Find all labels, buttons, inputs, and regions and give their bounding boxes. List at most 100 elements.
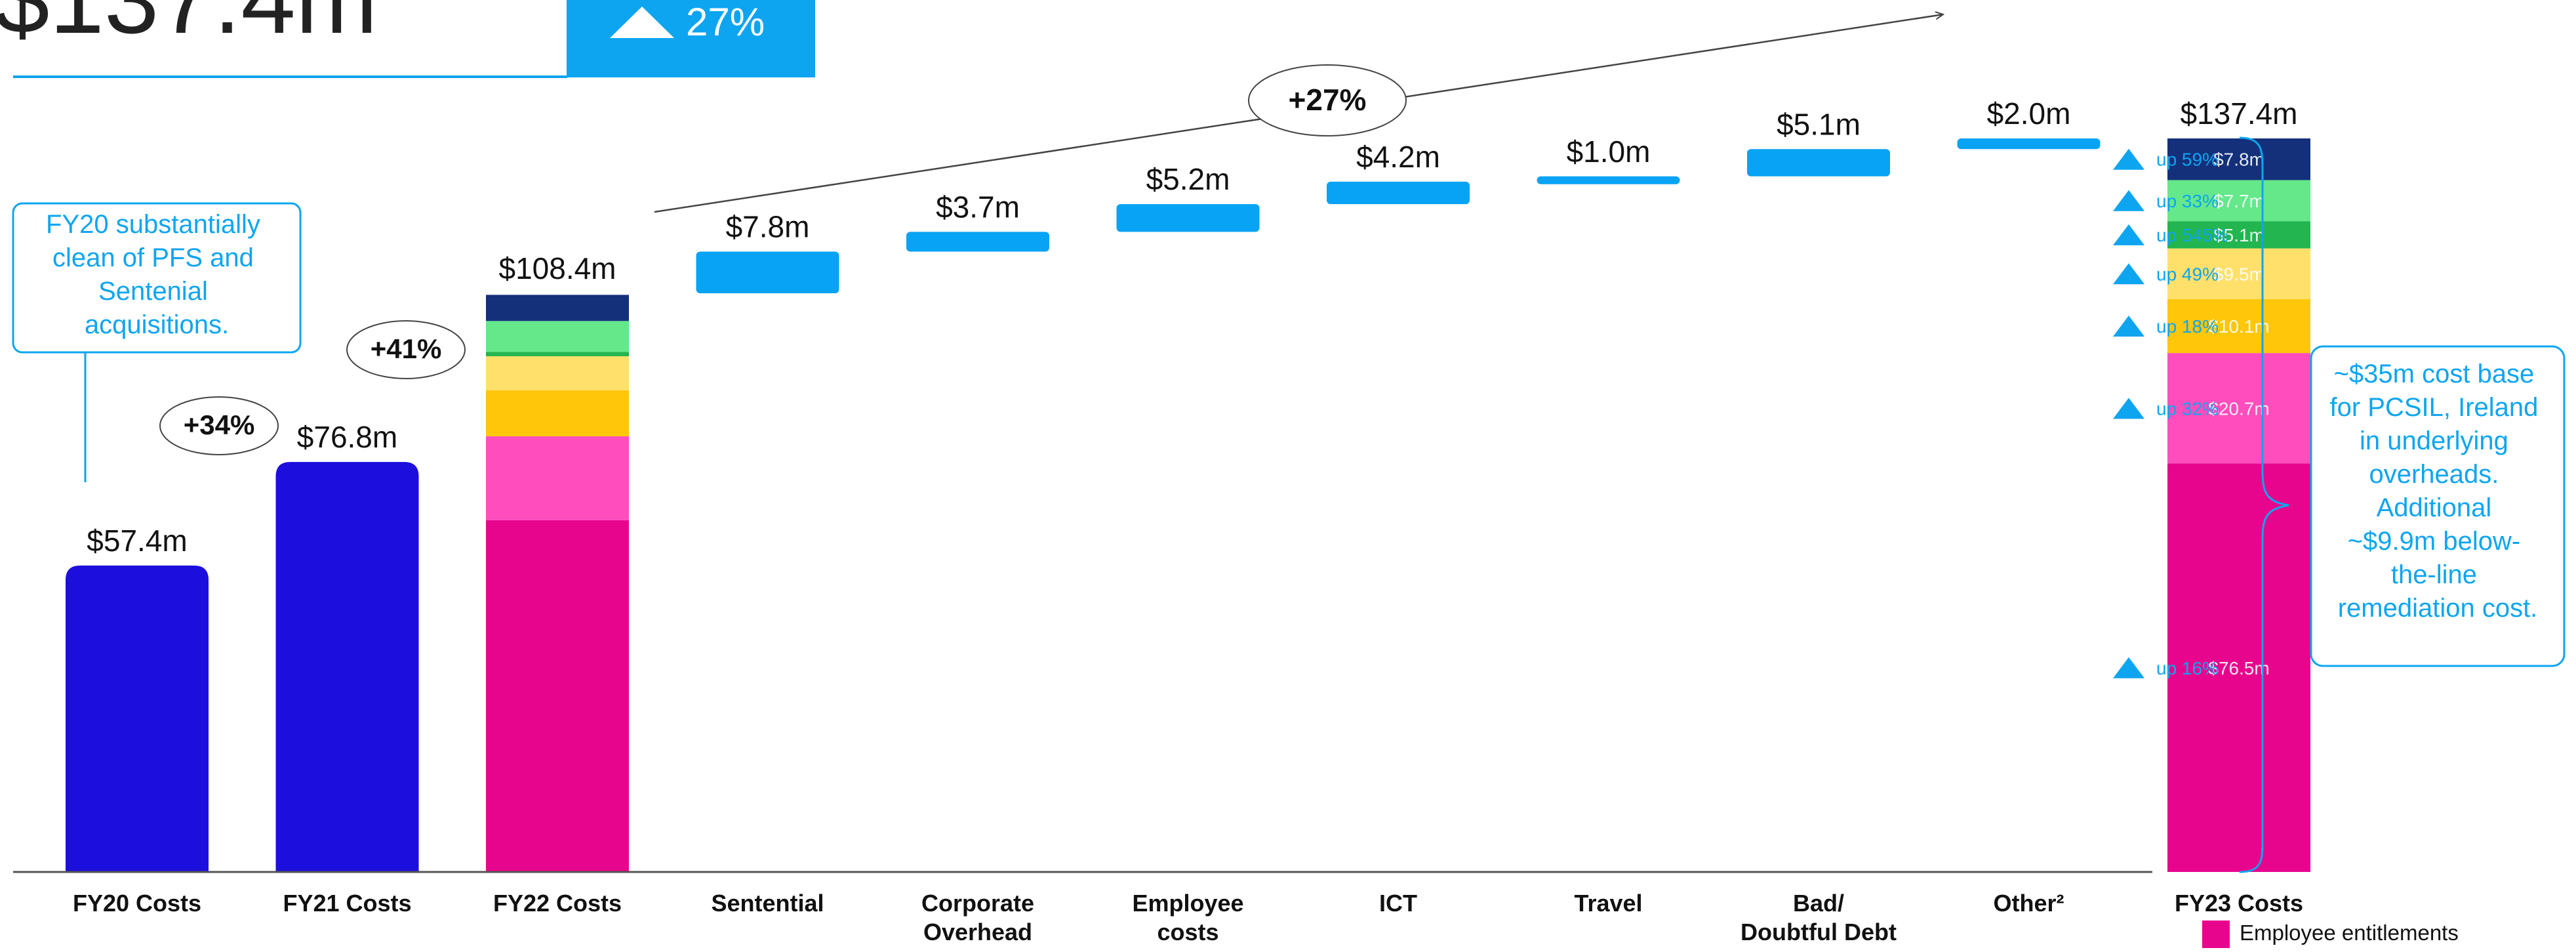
bar-value-label: $5.1m bbox=[1777, 107, 1861, 141]
growth-fy22-label: +41% bbox=[371, 333, 442, 364]
fy20-note-line: clean of PFS and bbox=[52, 243, 254, 272]
segment-value-label: $5.1m bbox=[2213, 225, 2264, 245]
stack-segment bbox=[2167, 353, 2310, 464]
labels-layer: $57.4m $76.8m $108.4m $7.8m $3.7m $5.2m $4.2m $… bbox=[73, 96, 2303, 945]
up-triangle-icon bbox=[2113, 148, 2144, 170]
category-tick-label: Doubtful Debt bbox=[1741, 919, 1897, 945]
stack-segment bbox=[486, 520, 629, 872]
bar-value-label: $5.2m bbox=[1146, 162, 1230, 196]
stack-segment bbox=[2167, 463, 2310, 872]
category-tick-label: FY20 Costs bbox=[73, 890, 201, 917]
up-triangle-icon bbox=[2113, 316, 2144, 337]
fy20-note-line: Sentenial bbox=[98, 277, 208, 306]
stack-segment bbox=[486, 295, 629, 321]
bar-3 bbox=[696, 251, 839, 293]
bars-layer bbox=[66, 138, 2310, 872]
up-triangle-icon bbox=[2113, 190, 2144, 211]
side-note-line: ~$35m cost base bbox=[2334, 360, 2535, 388]
bar-value-label: $108.4m bbox=[498, 251, 616, 285]
bar-1 bbox=[275, 462, 419, 872]
side-note-line: in underlying bbox=[2360, 426, 2508, 455]
up-triangle-icon bbox=[2113, 398, 2144, 419]
segment-change-label: up 545% bbox=[2156, 225, 2229, 245]
stack-segment bbox=[2167, 138, 2310, 180]
segment-value-label: $20.7m bbox=[2208, 398, 2269, 419]
side-note-line: overheads. bbox=[2369, 460, 2499, 489]
bar-value-label: $57.4m bbox=[87, 524, 187, 558]
category-tick-label: Travel bbox=[1574, 890, 1642, 917]
change-badge-value: 27% bbox=[686, 0, 765, 44]
bar-4 bbox=[906, 232, 1049, 252]
stack-segment bbox=[486, 390, 629, 437]
legend-label-employee: Employee entitlements bbox=[2240, 921, 2459, 945]
segment-value-label: $10.1m bbox=[2208, 316, 2269, 337]
segment-value-label: $9.5m bbox=[2213, 264, 2264, 284]
growth-fy21-ellipse bbox=[159, 396, 279, 455]
fy20-note-box bbox=[12, 202, 302, 354]
legend-swatch-employee bbox=[2202, 921, 2230, 948]
up-triangle-icon bbox=[2113, 657, 2144, 678]
growth-overall-label: +27% bbox=[1289, 83, 1367, 117]
category-tick-label: FY23 Costs bbox=[2175, 890, 2303, 917]
side-note-line: the-line bbox=[2391, 560, 2477, 589]
stack-segment bbox=[486, 356, 629, 391]
bar-8 bbox=[1747, 149, 1890, 176]
bar-7 bbox=[1537, 176, 1680, 184]
segment-change-label: up 18% bbox=[2156, 316, 2219, 337]
bar-6 bbox=[1327, 181, 1470, 205]
segment-change-label: up 49% bbox=[2156, 264, 2219, 284]
side-note-line: remediation cost. bbox=[2338, 594, 2538, 623]
bar-value-label: $137.4m bbox=[2180, 96, 2297, 131]
category-tick-label: Other² bbox=[1994, 890, 2064, 917]
growth-overall-ellipse bbox=[1248, 64, 1407, 136]
side-note-text: ~$35m cost base for PCSIL, Ireland in un… bbox=[2329, 360, 2545, 623]
stack-segment bbox=[486, 352, 629, 356]
bar-value-label: $1.0m bbox=[1567, 135, 1651, 169]
stack-segment bbox=[2167, 180, 2310, 222]
segment-change-label: up 33% bbox=[2156, 191, 2219, 211]
side-note-line: for PCSIL, Ireland bbox=[2329, 393, 2538, 422]
stack-segment bbox=[486, 321, 629, 352]
segment-value-label: $76.5m bbox=[2208, 658, 2269, 678]
headline-total-value: $137.4m bbox=[0, 0, 378, 54]
bar-value-label: $2.0m bbox=[1987, 96, 2071, 131]
segment-value-label: $7.7m bbox=[2213, 191, 2264, 211]
fy20-note-text: FY20 substantially clean of PFS and Sent… bbox=[46, 210, 268, 339]
category-tick-label: Employee bbox=[1132, 890, 1243, 917]
category-tick-label: Sentential bbox=[711, 890, 824, 917]
category-tick-label: Overhead bbox=[923, 919, 1032, 945]
category-tick-label: Bad/ bbox=[1793, 890, 1844, 917]
bar-9 bbox=[1957, 138, 2101, 150]
side-note-line: Additional bbox=[2377, 493, 2492, 522]
growth-fy22-ellipse bbox=[346, 320, 466, 379]
stack-segment bbox=[2167, 221, 2310, 249]
segment-change-label: up 59% bbox=[2156, 150, 2219, 170]
segment-change-label: up 32% bbox=[2156, 398, 2219, 419]
stack-segment bbox=[486, 436, 629, 520]
side-note-line: ~$9.9m below- bbox=[2348, 527, 2520, 556]
bar-0 bbox=[66, 565, 209, 872]
bar-value-label: $3.7m bbox=[936, 190, 1020, 224]
fy20-note-line: FY20 substantially bbox=[46, 210, 260, 239]
side-note-box bbox=[2310, 345, 2566, 667]
category-tick-label: costs bbox=[1157, 919, 1218, 945]
segment-change-label: up 16% bbox=[2156, 658, 2219, 678]
bar-value-label: $7.8m bbox=[726, 210, 810, 244]
up-triangle-icon bbox=[610, 7, 674, 38]
category-tick-label: FY21 Costs bbox=[283, 890, 411, 917]
segment-value-label: $7.8m bbox=[2213, 150, 2264, 170]
stack-segment bbox=[2167, 299, 2310, 354]
bar-value-label: $76.8m bbox=[297, 420, 397, 454]
category-tick-label: Corporate bbox=[921, 890, 1034, 917]
stack-segment bbox=[2167, 248, 2310, 299]
bar-5 bbox=[1116, 204, 1260, 232]
category-tick-label: FY22 Costs bbox=[493, 890, 622, 917]
growth-fy21-label: +34% bbox=[184, 409, 255, 440]
up-triangle-icon bbox=[2113, 224, 2144, 245]
bar-value-label: $4.2m bbox=[1356, 140, 1440, 174]
fy20-note-line: acquisitions. bbox=[85, 310, 229, 339]
change-badge bbox=[567, 0, 815, 77]
category-tick-label: ICT bbox=[1379, 890, 1417, 917]
up-triangle-icon bbox=[2113, 263, 2144, 285]
